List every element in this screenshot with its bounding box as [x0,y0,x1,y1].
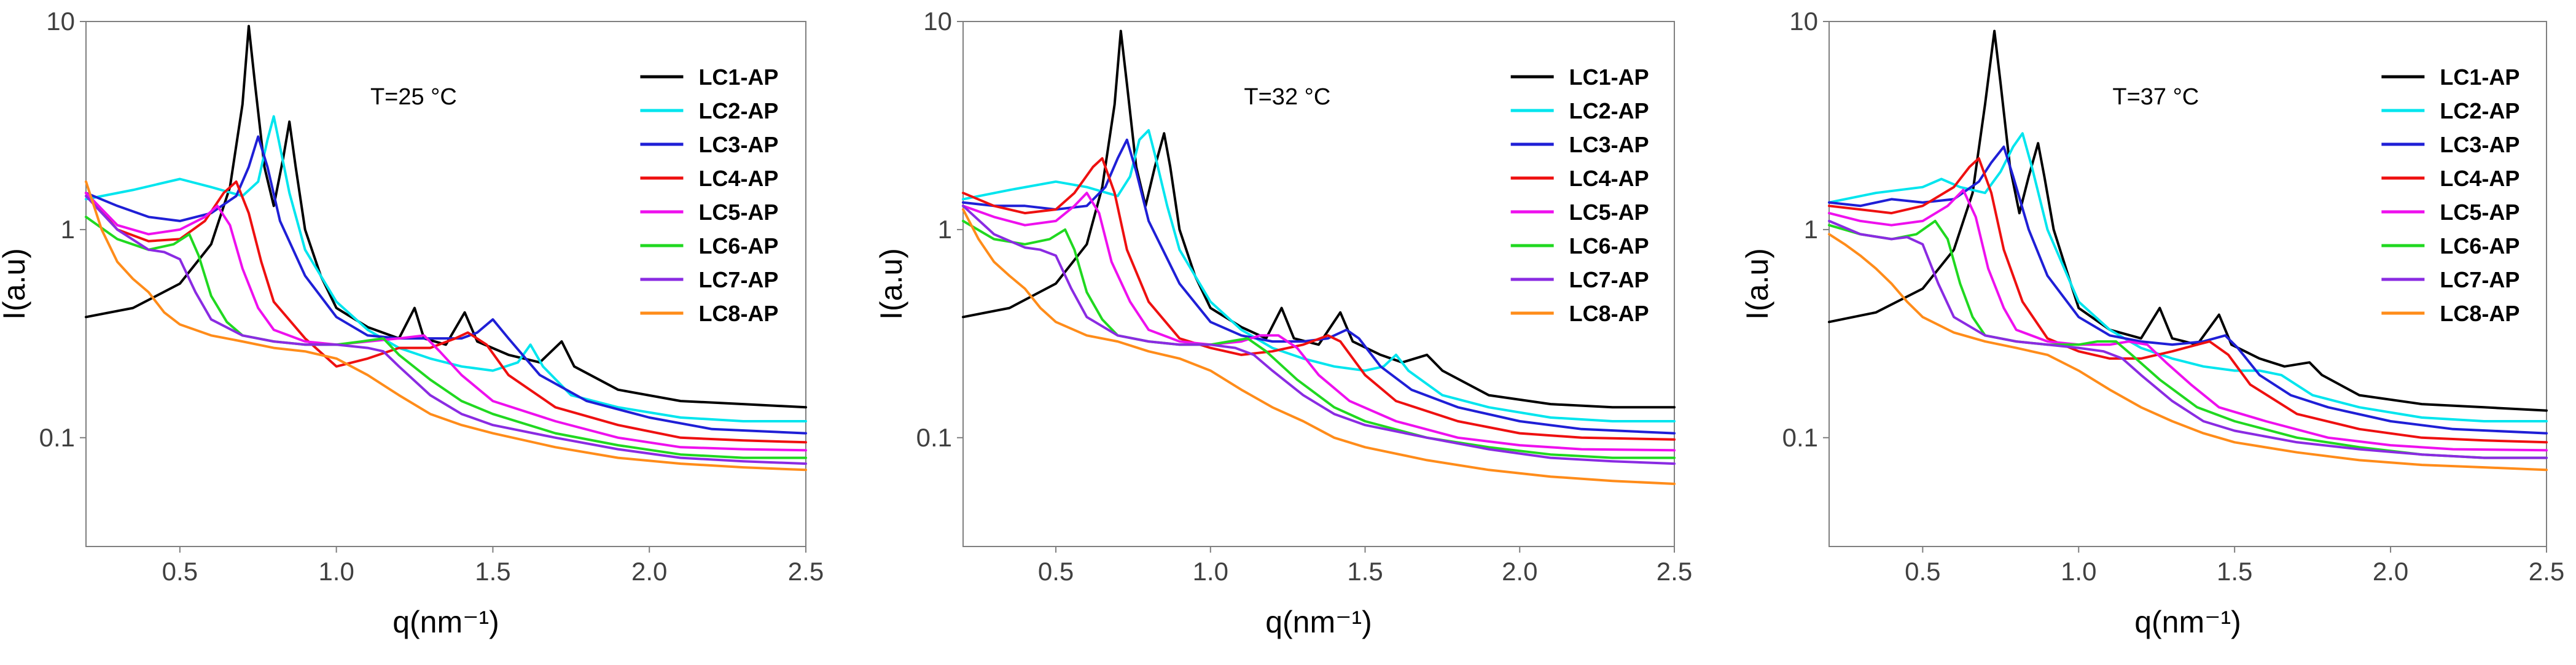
series-line-lc1-ap [962,29,1676,409]
series-line-lc5-ap [85,192,807,452]
y-axis-title: I(a.u) [0,248,31,320]
plot-frame [962,21,1675,547]
legend-label: LC6-AP [2440,233,2519,259]
x-axis-title: q(nm⁻¹) [1265,605,1372,639]
x-tick-label: 2.5 [2529,557,2564,586]
y-tick-label: 10 [46,7,75,36]
y-tick-label: 1 [1804,215,1818,244]
series-line-lc7-ap [85,195,807,465]
x-tick-label: 0.5 [162,557,198,586]
series-line-lc4-ap [85,180,807,444]
x-tick-label: 2.0 [631,557,667,586]
x-tick-label: 1.0 [318,557,354,586]
series-line-lc8-ap [85,180,807,472]
series-line-lc1-ap [1828,29,2548,412]
legend-label: LC7-AP [2440,267,2519,292]
plot-frame [1829,21,2547,547]
chart-panel-3: 0.5 1.0 1.5 2.0 2.5 10 1 0.1 q(nm⁻¹) I(a.u) T=37 °… [1740,7,2564,639]
series-line-lc8-ap [1828,233,2548,472]
chart-panel-1: 0.5 1.0 1.5 2.0 2.5 10 1 0.1 q(nm⁻¹) I(a.u) T=25 °… [0,7,824,639]
legend-label: LC6-AP [1569,233,1649,259]
legend-label: LC5-AP [698,200,778,225]
y-tick-label: 0.1 [39,423,75,452]
x-tick-label: 1.0 [2061,557,2096,586]
series-line-lc8-ap [962,208,1676,485]
legend-label: LC3-AP [1569,132,1649,157]
series-line-lc1-ap [85,25,807,409]
legend-label: LC1-AP [2440,64,2519,90]
series-line-lc4-ap [962,157,1676,441]
x-axis-title: q(nm⁻¹) [392,605,499,639]
legend-label: LC8-AP [2440,301,2519,326]
series-line-lc7-ap [962,204,1676,465]
y-tick-label: 0.1 [1782,423,1818,452]
chart-panel-2: 0.5 1.0 1.5 2.0 2.5 10 1 0.1 q(nm⁻¹) I(a.u) T=32 °… [874,7,1692,639]
legend-label: LC3-AP [698,132,778,157]
series-line-lc2-ap [1828,132,2548,422]
legend-label: LC5-AP [1569,200,1649,225]
series-line-lc2-ap [962,129,1676,422]
x-tick-label: 1.5 [1347,557,1383,586]
legend-label: LC7-AP [698,267,778,292]
x-tick-label: 2.0 [2373,557,2408,586]
y-tick-label: 1 [61,215,75,244]
series-line-lc6-ap [1828,219,2548,459]
legend-label: LC4-AP [2440,166,2519,191]
legend-label: LC2-AP [1569,98,1649,123]
y-axis-title: I(a.u) [1740,248,1774,320]
y-tick-label: 1 [938,215,952,244]
y-axis-title: I(a.u) [874,248,908,320]
series-line-lc7-ap [1828,219,2548,459]
series-line-lc3-ap [85,135,807,435]
x-tick-label: 2.5 [1657,557,1692,586]
series-line-lc3-ap [1828,146,2548,435]
legend-label: LC1-AP [1569,64,1649,90]
series-line-lc4-ap [1828,157,2548,444]
temperature-label: T=25 °C [370,84,457,110]
legend-label: LC4-AP [698,166,778,191]
y-tick-label: 0.1 [916,423,952,452]
x-tick-label: 2.0 [1502,557,1537,586]
series-line-lc3-ap [962,138,1676,435]
x-tick-label: 0.5 [1905,557,1940,586]
x-tick-label: 1.5 [2217,557,2252,586]
temperature-label: T=32 °C [1244,84,1330,110]
y-tick-label: 10 [1789,7,1818,36]
legend-label: LC6-AP [698,233,778,259]
series-line-lc5-ap [962,192,1676,452]
x-tick-label: 0.5 [1038,557,1074,586]
x-tick-label: 1.0 [1193,557,1228,586]
legend-label: LC8-AP [1569,301,1649,326]
y-tick-label: 10 [923,7,952,36]
legend-label: LC1-AP [698,64,778,90]
legend-label: LC5-AP [2440,200,2519,225]
legend-label: LC3-AP [2440,132,2519,157]
x-tick-label: 2.5 [788,557,824,586]
legend-label: LC2-AP [698,98,778,123]
legend-label: LC4-AP [1569,166,1649,191]
temperature-label: T=37 °C [2112,84,2199,110]
legend-label: LC8-AP [698,301,778,326]
legend-label: LC2-AP [2440,98,2519,123]
legend-label: LC7-AP [1569,267,1649,292]
x-axis-title: q(nm⁻¹) [2134,605,2241,639]
series-line-lc2-ap [85,115,807,422]
x-tick-label: 1.5 [475,557,510,586]
plot-frame [85,21,806,547]
